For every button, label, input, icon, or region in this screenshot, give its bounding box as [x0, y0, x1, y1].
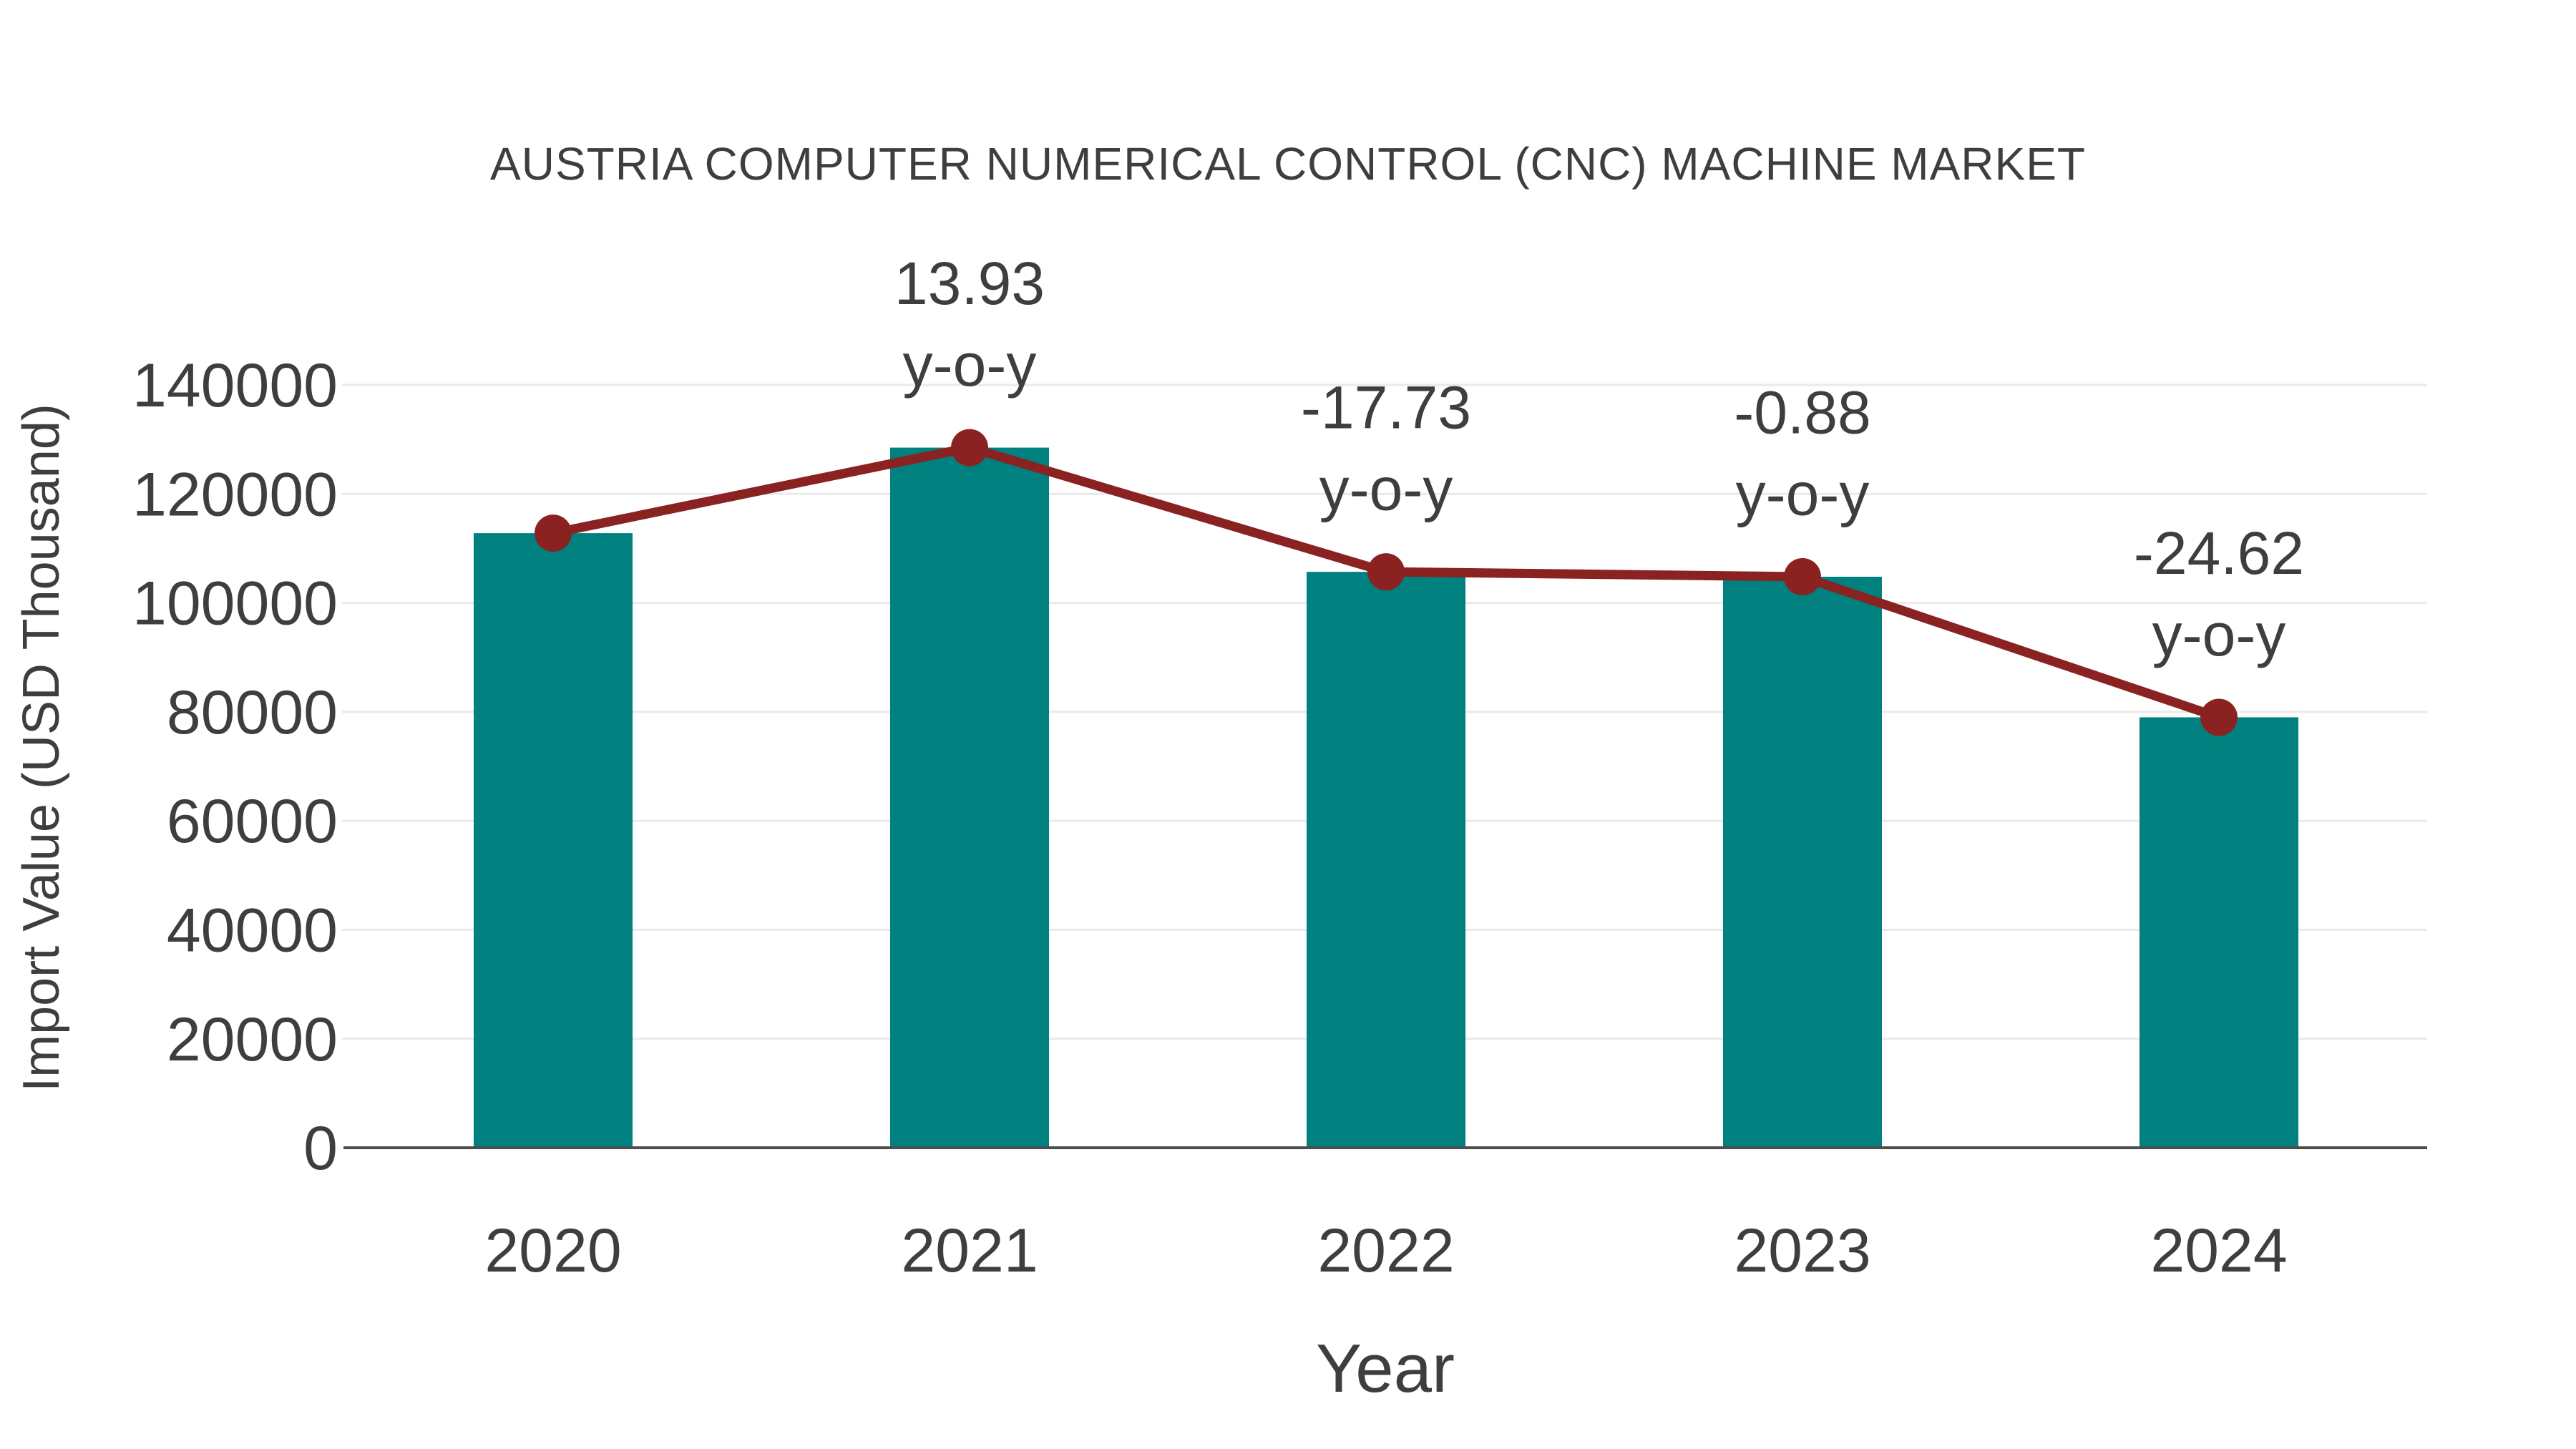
y-tick-label: 60000	[167, 787, 338, 856]
annotation-value: -17.73	[1301, 374, 1471, 441]
annotation-value: -0.88	[1734, 379, 1870, 446]
y-tick-label: 40000	[167, 897, 338, 965]
bar-2021	[890, 447, 1049, 1148]
x-tick-label: 2024	[2150, 1216, 2287, 1285]
marker-2021	[951, 429, 988, 467]
y-tick-label: 80000	[167, 678, 338, 747]
annotation-suffix: y-o-y	[1319, 456, 1453, 523]
y-tick-label: 0	[303, 1114, 338, 1183]
annotation-suffix: y-o-y	[2152, 601, 2286, 668]
chart-title: AUSTRIA COMPUTER NUMERICAL CONTROL (CNC)…	[490, 138, 2086, 190]
marker-2020	[535, 514, 572, 552]
x-tick-label: 2023	[1734, 1216, 1870, 1285]
x-axis-title: Year	[1316, 1330, 1455, 1407]
marker-2024	[2200, 698, 2238, 736]
marker-2022	[1367, 553, 1405, 591]
x-tick-label: 2022	[1317, 1216, 1454, 1285]
y-tick-label: 20000	[167, 1005, 338, 1074]
y-tick-label: 100000	[132, 570, 338, 638]
y-tick-label: 140000	[132, 351, 338, 420]
marker-2023	[1784, 558, 1821, 596]
annotation-suffix: y-o-y	[1736, 460, 1870, 527]
bar-2023	[1723, 577, 1882, 1148]
annotation-value: 13.93	[894, 250, 1045, 317]
x-tick-label: 2020	[484, 1216, 621, 1285]
bar-2020	[474, 533, 633, 1148]
x-tick-label: 2021	[901, 1216, 1038, 1285]
y-tick-label: 120000	[132, 460, 338, 529]
annotation-value: -24.62	[2134, 519, 2304, 587]
bar-2024	[2140, 717, 2298, 1148]
annotation-suffix: y-o-y	[903, 331, 1037, 399]
bar-2022	[1307, 572, 1465, 1148]
